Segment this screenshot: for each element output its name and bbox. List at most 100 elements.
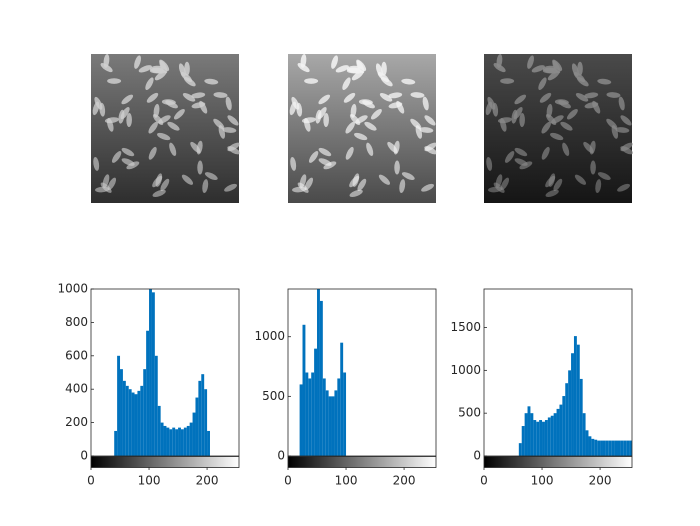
bar	[544, 420, 548, 456]
grain	[399, 179, 406, 194]
grain	[531, 65, 545, 73]
grain	[160, 178, 170, 192]
bar	[140, 385, 144, 456]
grain	[100, 182, 112, 193]
grain	[303, 118, 311, 132]
grain	[323, 113, 329, 128]
grain	[169, 142, 177, 156]
bar	[131, 392, 135, 456]
bar	[521, 426, 525, 456]
grain	[419, 127, 434, 133]
bar	[201, 374, 205, 456]
grain	[366, 142, 374, 156]
bar	[568, 370, 572, 456]
grain	[167, 121, 180, 131]
bar	[204, 389, 208, 456]
grain	[560, 121, 573, 131]
grain	[349, 175, 360, 188]
bar	[322, 378, 326, 456]
grain	[620, 146, 633, 155]
bar	[550, 415, 554, 456]
grain	[308, 151, 319, 163]
grain	[571, 63, 579, 77]
grain	[422, 96, 429, 111]
grain	[182, 93, 196, 102]
bar	[198, 380, 202, 456]
histogram-panel: 0 500 1000 0 100 200	[254, 288, 437, 488]
bar	[114, 430, 118, 456]
grain	[370, 109, 382, 120]
bar	[611, 440, 615, 456]
grain	[148, 146, 157, 160]
image	[91, 53, 240, 203]
grain	[152, 175, 163, 188]
bar	[562, 396, 566, 456]
y-tick-label: 600	[65, 348, 88, 362]
bar	[539, 420, 543, 456]
grain	[126, 161, 140, 170]
grain	[227, 115, 239, 126]
bar	[547, 417, 551, 456]
y-tick-label: 500	[262, 389, 285, 403]
grain	[93, 156, 100, 171]
grain	[227, 146, 240, 155]
bar	[553, 413, 557, 456]
y-tick-label: 1500	[450, 320, 481, 334]
grain	[590, 160, 596, 175]
grain	[335, 65, 349, 73]
histogram-panel: 0 200 400 600 800 1000 0 100 200	[57, 282, 240, 488]
bar	[143, 369, 147, 456]
grain	[388, 92, 403, 99]
grain	[493, 182, 505, 193]
y-tick-label: 500	[458, 406, 481, 420]
bar	[530, 413, 534, 456]
y-tick-label: 0	[473, 449, 481, 463]
bar	[524, 413, 528, 456]
y-tick-label: 800	[65, 315, 88, 329]
grain	[297, 182, 309, 193]
bar	[186, 425, 190, 456]
grain	[111, 151, 122, 163]
grain	[191, 92, 206, 99]
bar	[128, 389, 132, 456]
grain	[378, 174, 391, 185]
bar	[620, 440, 624, 456]
grain	[183, 76, 196, 87]
x-tick-label: 200	[393, 474, 416, 488]
bar	[629, 440, 632, 456]
y-tick-label: 0	[277, 449, 285, 463]
axes-box	[287, 288, 437, 457]
grain	[424, 115, 436, 126]
bar	[172, 427, 176, 456]
bar	[600, 440, 603, 456]
colorbar	[287, 456, 437, 468]
grain	[364, 121, 377, 131]
y-tick-label: 400	[65, 382, 88, 396]
grain	[485, 101, 493, 116]
grain	[351, 70, 364, 81]
bar	[125, 385, 129, 456]
grain	[388, 102, 403, 109]
bar	[166, 427, 170, 456]
grain	[349, 189, 363, 197]
grain	[595, 179, 602, 194]
x-tick-label: 100	[531, 474, 554, 488]
grain	[486, 156, 493, 171]
grain	[545, 189, 559, 197]
grain	[224, 183, 238, 192]
bar	[542, 421, 545, 456]
x-tick-label: 100	[335, 474, 358, 488]
grain	[401, 78, 416, 85]
grain	[153, 103, 160, 118]
grain	[350, 103, 357, 118]
grain	[120, 107, 130, 120]
bar	[623, 440, 627, 456]
x-tick-label: 100	[138, 474, 161, 488]
grain	[154, 70, 167, 81]
bar	[319, 300, 323, 456]
bar	[117, 355, 121, 456]
bar	[207, 430, 210, 456]
x-tick-label: 0	[87, 474, 95, 488]
grain	[318, 94, 331, 105]
